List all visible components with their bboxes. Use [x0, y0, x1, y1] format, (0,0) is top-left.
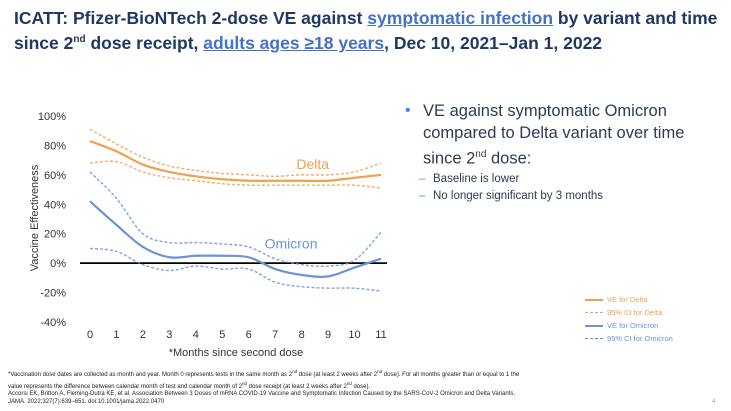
ve-line-omicron [89, 200, 382, 278]
ci-line-delta [89, 128, 382, 178]
chart-legend: VE for Delta 95% CI for Delta VE for Omi… [583, 293, 723, 345]
y-tick-label: -20% [40, 288, 66, 300]
page-number: 4 [712, 399, 716, 405]
x-tick-label: 8 [299, 329, 305, 341]
main-bullet: • VE against symptomatic Omicron compared… [405, 102, 685, 168]
legend-item-omicron: VE for Omicron [583, 319, 723, 332]
x-tick-label: 4 [193, 329, 199, 341]
footnote-line-1: *Vaccination dose dates are collected as… [8, 369, 520, 378]
footnote: *Vaccination dose dates are collected as… [8, 368, 723, 406]
dashed-line-swatch-icon [585, 338, 603, 339]
adults-link[interactable]: adults ages ≥18 years [203, 32, 385, 53]
sub-bullet-baseline: – Baseline is lower [419, 172, 520, 185]
y-tick-label: 40% [44, 199, 66, 211]
legend-item-omicron-ci: 95% CI for Omicron [583, 332, 723, 345]
title-superscript: nd [73, 34, 86, 45]
title-text: dose receipt, [85, 32, 204, 53]
x-tick-label: 7 [272, 329, 278, 341]
dash-icon: – [419, 172, 426, 185]
solid-line-swatch-icon [585, 299, 603, 301]
ve-line-delta [89, 139, 382, 183]
citation-line-2: JAMA. 2022;327(7):639–651. doi:10.1001/j… [8, 398, 165, 405]
x-tick-label: 2 [140, 329, 146, 341]
y-axis-label: Vaccine Effectiveness [29, 164, 41, 271]
x-tick-label: 6 [246, 329, 252, 341]
y-tick-label: -40% [40, 317, 66, 329]
symptomatic-infection-link[interactable]: symptomatic infection [367, 8, 554, 28]
y-tick-label: 100% [38, 111, 66, 123]
y-tick-label: 80% [44, 140, 66, 152]
series-lines [89, 128, 382, 292]
x-tick-label: 10 [348, 329, 360, 341]
dashed-line-swatch-icon [585, 312, 603, 313]
legend-item-delta: VE for Delta [583, 293, 723, 306]
series-annotation-omicron: Omicron [265, 235, 318, 251]
title-text: ICATT: Pfizer-BioNTech 2-dose VE against [14, 8, 368, 28]
sub-bullet-significance: – No longer significant by 3 months [419, 189, 604, 202]
y-axis-ticks: -40% -20% 0% 20% 40% 60% 80% 100% [38, 111, 66, 329]
slide-title: ICATT: Pfizer-BioNTech 2-dose VE against… [14, 8, 719, 54]
x-tick-label: 0 [87, 329, 93, 341]
ci-line-omicron [89, 247, 382, 292]
key-findings: • VE against symptomatic Omicron compared… [405, 100, 725, 204]
x-tick-label: 9 [325, 329, 331, 341]
y-tick-label: 0% [50, 258, 66, 270]
y-tick-label: 20% [44, 229, 66, 241]
y-tick-label: 60% [44, 170, 66, 182]
solid-line-swatch-icon [585, 325, 603, 327]
x-tick-label: 1 [113, 329, 119, 341]
x-axis-label: *Months since second dose [169, 347, 304, 359]
footnote-line-2: value represents the difference between … [8, 380, 371, 390]
ci-line-delta [89, 160, 382, 189]
x-axis-ticks: 0 1 2 3 4 5 6 7 8 9 10 11 [87, 329, 387, 341]
title-text: by variant and time since 2 [14, 8, 718, 53]
series-annotation-delta: Delta [296, 156, 329, 172]
series-annotations: Delta Omicron [265, 156, 330, 251]
title-text: , Dec 10, 2021–Jan 1, 2022 [384, 32, 603, 53]
x-tick-label: 11 [375, 329, 386, 341]
legend-item-delta-ci: 95% CI for Delta [583, 306, 723, 319]
dash-icon: – [419, 189, 426, 202]
x-tick-label: 3 [166, 329, 172, 341]
ci-line-omicron [89, 171, 382, 268]
bullet-dot-icon: • [405, 102, 411, 119]
citation-line-1: Accorsi EK, Britton A, Fleming-Dutra KE,… [8, 391, 515, 398]
x-tick-label: 5 [219, 329, 225, 341]
